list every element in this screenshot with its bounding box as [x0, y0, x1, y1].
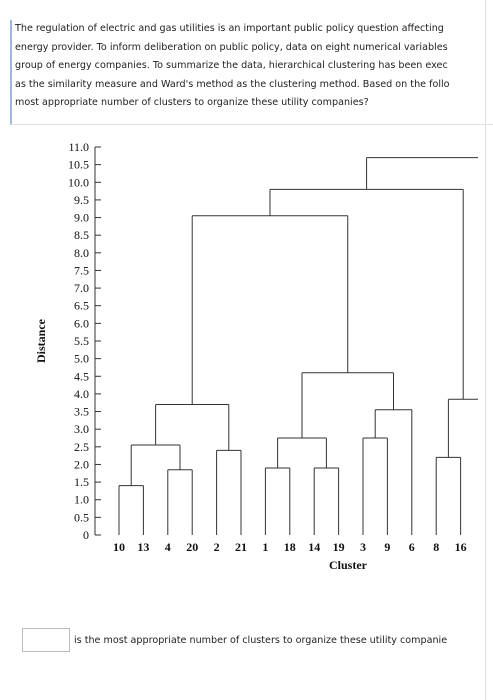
leaf-label: 9 — [384, 540, 390, 554]
y-tick-label: 5.0 — [74, 352, 89, 366]
x-axis-label: Cluster — [329, 558, 368, 572]
y-tick-label: 6.5 — [74, 299, 89, 313]
divider — [485, 0, 486, 700]
leaf-label: 6 — [409, 540, 415, 554]
leaf-label: 13 — [137, 540, 149, 554]
leaf-label: 18 — [284, 540, 296, 554]
leaf-label: 14 — [308, 540, 320, 554]
y-tick-label: 8.5 — [74, 228, 89, 242]
y-tick-label: 2.0 — [74, 457, 89, 471]
leaf-label: 21 — [235, 540, 247, 554]
leaf-label: 10 — [113, 540, 125, 554]
question-line: energy provider. To inform deliberation … — [15, 41, 448, 53]
y-tick-label: 11.0 — [68, 140, 89, 154]
question-line: as the similarity measure and Ward's met… — [15, 78, 450, 90]
answer-input[interactable] — [22, 628, 70, 652]
answer-text: is the most appropriate number of cluste… — [74, 634, 448, 646]
y-axis-label: Distance — [34, 318, 48, 363]
leaf-label: 19 — [333, 540, 345, 554]
y-tick-label: 1.0 — [74, 493, 89, 507]
y-tick-label: 3.0 — [74, 422, 89, 436]
question: The regulation of electric and gas utili… — [10, 20, 493, 125]
y-tick-label: 3.5 — [74, 405, 89, 419]
question-line: The regulation of electric and gas utili… — [15, 23, 444, 34]
y-tick-label: 1.5 — [74, 475, 89, 489]
leaf-label: 2 — [214, 540, 220, 554]
leaf-label: 4 — [165, 540, 171, 554]
y-tick-label: 7.0 — [74, 281, 89, 295]
y-tick-label: 2.5 — [74, 440, 89, 454]
y-tick-label: 9.5 — [74, 193, 89, 207]
y-tick-label: 5.5 — [74, 334, 89, 348]
y-tick-label: 8.0 — [74, 246, 89, 260]
dendrogram: 0 0.5 1.0 1.5 2.0 2.5 3.0 3.5 4.0 4.5 5.0 5.5 6.0 6.5… — [34, 140, 478, 572]
question-line: most appropriate number of clusters to o… — [15, 97, 369, 108]
y-tick-label: 4.5 — [74, 369, 89, 383]
leaf-label: 20 — [186, 540, 198, 554]
y-tick-label: 10.0 — [68, 175, 89, 189]
answer-row: is the most appropriate number of cluste… — [22, 628, 487, 654]
y-tick-label: 4.0 — [74, 387, 89, 401]
y-tick-label: 10.5 — [68, 158, 89, 172]
question-line: group of energy companies. To summarize … — [15, 60, 448, 71]
leaf-label: 16 — [455, 540, 467, 554]
y-tick-label: 6.0 — [74, 316, 89, 330]
leaf-label: 3 — [360, 540, 366, 554]
y-tick-label: 7.5 — [74, 263, 89, 277]
leaf-label: 1 — [262, 540, 268, 554]
leaf-label: 8 — [433, 540, 439, 554]
y-tick-label: 0 — [83, 528, 89, 542]
y-tick-label: 0.5 — [74, 510, 89, 524]
y-tick-label: 9.0 — [74, 211, 89, 225]
